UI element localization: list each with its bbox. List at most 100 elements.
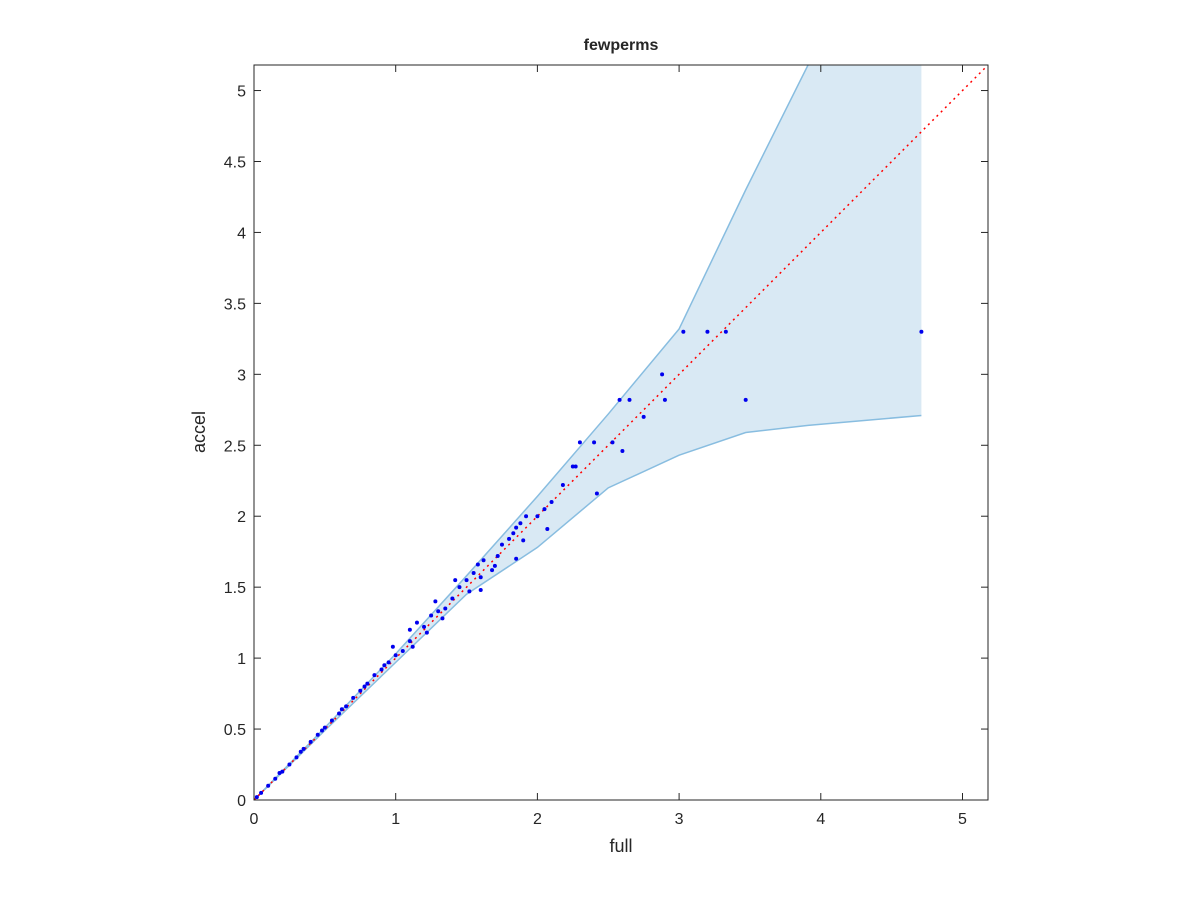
point	[560, 483, 565, 487]
plot-area	[254, 65, 988, 800]
point	[424, 630, 429, 635]
x-tick-label: 1	[391, 811, 400, 828]
y-tick-label: 4.5	[224, 154, 246, 171]
point	[723, 329, 728, 334]
point	[478, 588, 483, 592]
point	[407, 627, 412, 632]
axes: 0 1 2 3 4 5 0 0.5 1 1.5 2 2.5 3 3.5 4 4.5 5	[224, 64, 989, 828]
point	[351, 695, 356, 700]
band-lower	[254, 414, 922, 800]
point	[453, 578, 458, 583]
point	[294, 755, 299, 760]
point	[577, 440, 582, 445]
y-tick-label: 3	[237, 367, 246, 384]
point	[481, 558, 486, 563]
point	[443, 606, 448, 611]
point	[433, 599, 438, 604]
point	[617, 397, 622, 402]
point	[478, 575, 483, 580]
point	[573, 464, 578, 469]
point	[358, 688, 363, 693]
x-axis-label: full	[609, 836, 632, 856]
point	[627, 397, 632, 402]
point	[266, 783, 271, 788]
point	[407, 639, 412, 644]
point	[495, 553, 500, 558]
point	[471, 570, 476, 575]
point	[919, 329, 924, 334]
x-tick-label: 5	[958, 811, 967, 828]
point	[535, 514, 540, 519]
y-axis-label: accel	[189, 411, 209, 453]
point	[393, 653, 398, 658]
y-tick-label: 2	[237, 509, 246, 526]
point	[308, 739, 313, 744]
point	[507, 536, 512, 541]
point	[273, 776, 278, 781]
point	[545, 526, 550, 531]
point	[322, 725, 327, 730]
point	[514, 525, 519, 530]
x-tick-label: 2	[533, 811, 542, 828]
point	[410, 644, 415, 649]
point	[390, 644, 395, 649]
point	[254, 795, 259, 800]
point	[542, 507, 547, 512]
point	[524, 514, 529, 519]
point	[320, 728, 325, 733]
point	[429, 613, 434, 618]
point	[344, 704, 349, 709]
point	[436, 609, 441, 614]
point	[475, 562, 480, 567]
point	[518, 521, 523, 526]
point	[662, 397, 667, 402]
point	[660, 372, 665, 377]
point	[365, 681, 370, 686]
confidence-band	[254, 65, 922, 800]
point	[490, 568, 495, 573]
point	[549, 500, 554, 505]
y-tick-label: 4	[237, 225, 246, 242]
point	[414, 620, 419, 625]
y-tick-label: 1.5	[224, 580, 246, 597]
point	[301, 746, 306, 751]
y-tick-label: 0	[237, 793, 246, 810]
point	[287, 762, 292, 767]
x-tick-label: 3	[675, 811, 684, 828]
point	[422, 624, 427, 629]
point	[400, 649, 405, 654]
point	[467, 589, 472, 594]
x-tick-label: 4	[816, 811, 825, 828]
point	[440, 616, 445, 621]
point	[521, 538, 526, 543]
point	[514, 556, 519, 561]
point	[705, 329, 710, 334]
reference-line	[254, 65, 988, 800]
y-tick-label: 0.5	[224, 722, 246, 739]
point	[298, 749, 303, 754]
y-tick-label: 5	[237, 84, 246, 101]
point	[743, 397, 748, 402]
point	[339, 707, 344, 712]
point	[386, 660, 391, 665]
point	[499, 542, 504, 547]
axes-box	[253, 64, 989, 801]
point	[329, 718, 334, 723]
point	[610, 440, 615, 445]
y-tick-label: 1	[237, 651, 246, 668]
point	[450, 596, 455, 601]
point	[259, 790, 264, 795]
point	[681, 329, 686, 334]
chart-title: fewperms	[584, 37, 659, 54]
point	[592, 440, 597, 445]
y-tick-label: 2.5	[224, 438, 246, 455]
point	[379, 667, 384, 672]
point	[362, 684, 367, 689]
point	[641, 414, 646, 419]
point	[457, 585, 462, 590]
x-tick-label: 0	[250, 811, 259, 828]
point	[382, 663, 387, 668]
point	[570, 464, 575, 469]
